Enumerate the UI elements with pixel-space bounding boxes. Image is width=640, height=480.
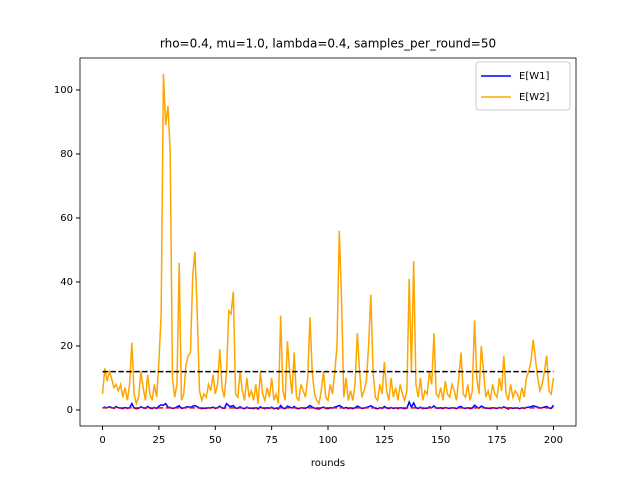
y-tick-label: 100 <box>54 85 73 96</box>
x-tick-label: 75 <box>265 435 278 446</box>
legend-label: E[W2] <box>519 92 549 103</box>
x-tick-label: 200 <box>544 435 563 446</box>
x-tick-label: 0 <box>99 435 105 446</box>
y-tick-label: 60 <box>60 213 73 224</box>
legend-label: E[W1] <box>519 71 549 82</box>
x-tick-label: 125 <box>375 435 394 446</box>
y-tick-label: 80 <box>60 149 73 160</box>
axes-frame <box>79 57 577 427</box>
x-tick-label: 175 <box>488 435 507 446</box>
x-tick-label: 150 <box>431 435 450 446</box>
y-tick-label: 20 <box>60 341 73 352</box>
x-axis-label: rounds <box>311 458 345 469</box>
x-tick-label: 25 <box>153 435 166 446</box>
chart-title: rho=0.4, mu=1.0, lambda=0.4, samples_per… <box>160 37 496 51</box>
line-series <box>101 73 555 407</box>
x-tick-label: 50 <box>209 435 222 446</box>
y-tick-label: 0 <box>67 405 73 416</box>
legend-box <box>475 61 571 111</box>
y-tick-label: 40 <box>60 277 73 288</box>
x-tick-label: 100 <box>318 435 337 446</box>
